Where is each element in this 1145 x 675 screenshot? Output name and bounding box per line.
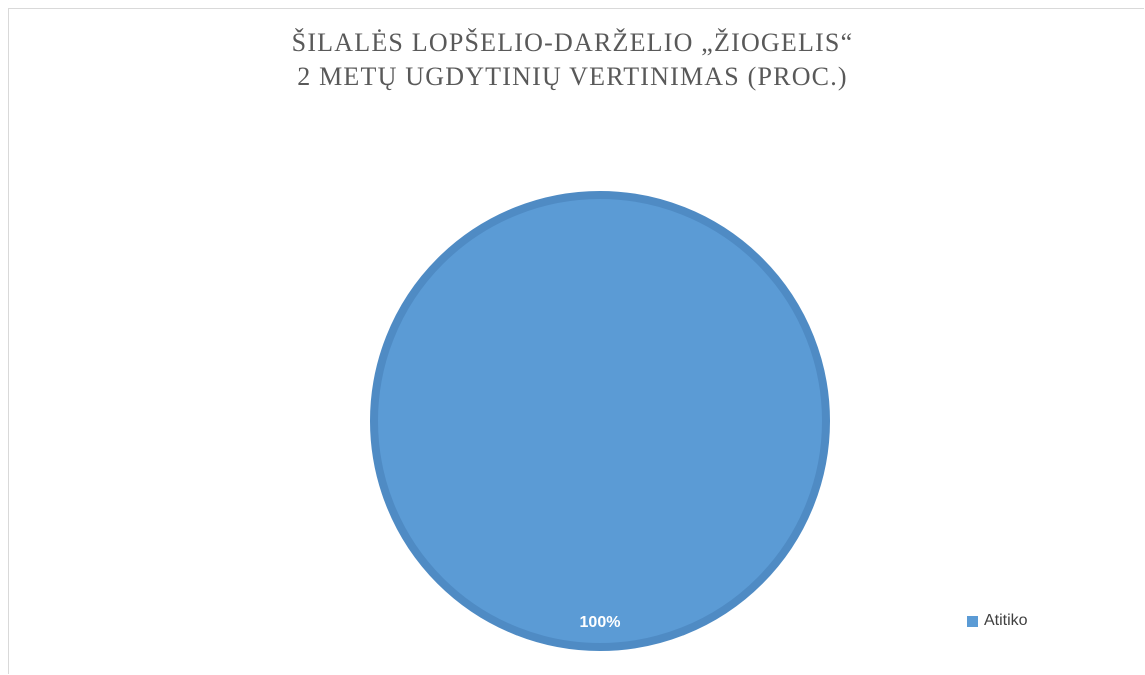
chart-title-line-1: ŠILALĖS LOPŠELIO-DARŽELIO „ŽIOGELIS“ xyxy=(291,28,854,57)
legend-label-atitiko: Atitiko xyxy=(984,612,1028,629)
legend-swatch-atitiko xyxy=(967,615,978,627)
chart-title-line-2: 2 METŲ UGDYTINIŲ VERTINIMAS (PROC.) xyxy=(297,62,848,91)
pie-slice-atitiko xyxy=(370,191,830,651)
data-label-atitiko: 100% xyxy=(580,614,621,631)
chart-title: ŠILALĖS LOPŠELIO-DARŽELIO „ŽIOGELIS“ 2 M… xyxy=(0,26,1145,94)
legend: Atitiko xyxy=(967,612,1028,630)
chart-area xyxy=(8,8,1144,674)
